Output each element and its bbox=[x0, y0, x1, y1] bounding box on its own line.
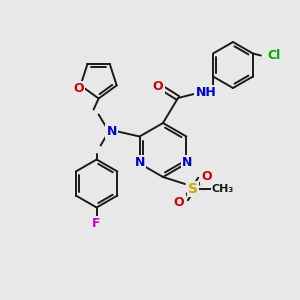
Text: O: O bbox=[202, 169, 212, 182]
Text: Cl: Cl bbox=[267, 49, 280, 62]
Text: O: O bbox=[73, 82, 84, 95]
Text: N: N bbox=[182, 156, 193, 169]
Text: NH: NH bbox=[196, 86, 216, 100]
Text: O: O bbox=[174, 196, 184, 208]
Text: F: F bbox=[92, 217, 101, 230]
Text: O: O bbox=[153, 80, 163, 92]
Text: CH₃: CH₃ bbox=[212, 184, 234, 194]
Text: N: N bbox=[106, 125, 117, 138]
Text: S: S bbox=[188, 182, 198, 196]
Text: N: N bbox=[134, 156, 145, 169]
